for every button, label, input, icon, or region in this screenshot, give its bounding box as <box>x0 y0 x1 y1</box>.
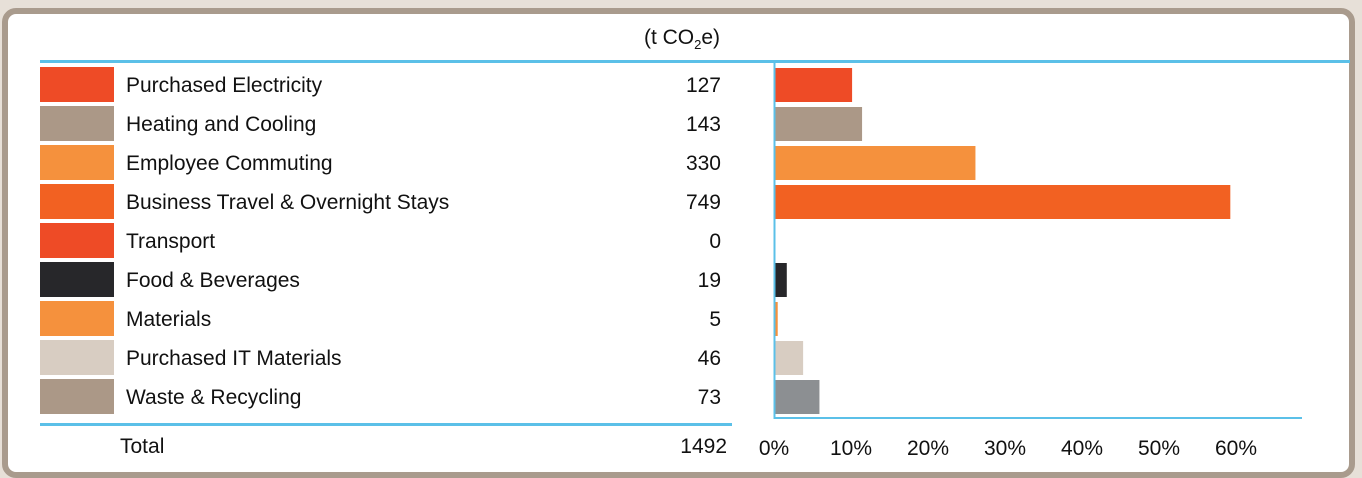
category-label: Purchased IT Materials <box>126 347 342 370</box>
legend-swatch <box>40 340 114 375</box>
value-label: 19 <box>698 269 721 292</box>
bar <box>775 185 1231 219</box>
unit-prefix: (t CO <box>644 26 694 49</box>
bar <box>775 380 820 414</box>
bar <box>775 341 804 375</box>
category-label: Food & Beverages <box>126 269 300 292</box>
value-label: 143 <box>686 113 721 136</box>
bar <box>775 107 863 141</box>
legend-swatch <box>40 184 114 219</box>
x-tick-label: 50% <box>1138 437 1180 460</box>
x-tick-label: 0% <box>759 437 789 460</box>
unit-label: (t CO2e) <box>644 26 720 52</box>
category-label: Employee Commuting <box>126 152 333 175</box>
total-label: Total <box>120 435 164 458</box>
axes <box>40 60 1350 426</box>
category-label: Waste & Recycling <box>126 386 301 409</box>
x-tick-label: 60% <box>1215 437 1257 460</box>
x-tick-label: 30% <box>984 437 1026 460</box>
x-ticks: 0% 10% 20% 30% 40% 50% 60% <box>759 437 1257 460</box>
value-label: 5 <box>709 308 721 331</box>
unit-subscript: 2 <box>694 37 701 52</box>
bar <box>775 263 787 297</box>
category-label: Heating and Cooling <box>126 113 316 136</box>
category-rows: Purchased Electricity 127 Heating and Cool… <box>40 67 721 414</box>
bar <box>775 146 976 180</box>
x-tick-label: 40% <box>1061 437 1103 460</box>
legend-swatch <box>40 223 114 258</box>
legend-swatch <box>40 67 114 102</box>
legend-swatch <box>40 301 114 336</box>
category-label: Transport <box>126 230 215 253</box>
value-label: 749 <box>686 191 721 214</box>
category-label: Materials <box>126 308 211 331</box>
total-value: 1492 <box>680 435 727 458</box>
value-label: 127 <box>686 74 721 97</box>
category-label: Purchased Electricity <box>126 74 323 97</box>
value-label: 73 <box>698 386 721 409</box>
value-label: 0 <box>709 230 721 253</box>
x-tick-label: 20% <box>907 437 949 460</box>
bar <box>775 68 853 102</box>
legend-swatch <box>40 262 114 297</box>
bar <box>775 302 778 336</box>
x-tick-label: 10% <box>830 437 872 460</box>
unit-suffix: e) <box>701 26 720 49</box>
legend-swatch <box>40 145 114 180</box>
value-label: 330 <box>686 152 721 175</box>
legend-swatch <box>40 106 114 141</box>
chart-frame <box>2 8 1355 478</box>
value-label: 46 <box>698 347 721 370</box>
bars <box>775 68 1231 414</box>
legend-swatch <box>40 379 114 414</box>
category-label: Business Travel & Overnight Stays <box>126 191 449 214</box>
